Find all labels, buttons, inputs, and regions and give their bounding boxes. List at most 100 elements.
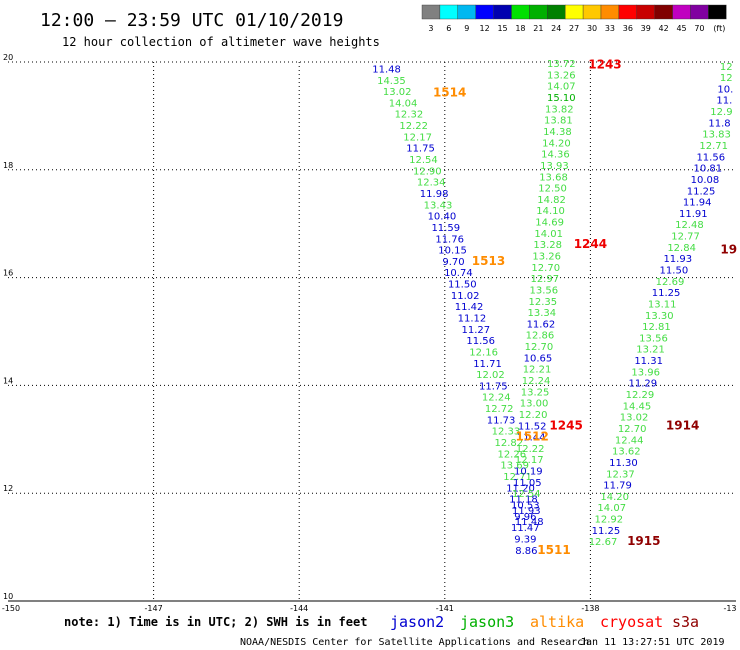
wave-height-value: 13.56 bbox=[639, 333, 668, 344]
legend-label: (ft) bbox=[713, 24, 725, 33]
wave-height-value: 10.81 bbox=[694, 164, 723, 175]
wave-height-value: 8.86 bbox=[515, 546, 537, 557]
wave-height-value: 13.72 bbox=[547, 59, 576, 70]
wave-height-value: 12.17 bbox=[515, 455, 544, 466]
wave-height-value: 13.28 bbox=[533, 240, 562, 251]
wave-height-value: 11.25 bbox=[687, 186, 716, 197]
wave-height-value: 13.43 bbox=[424, 200, 453, 211]
legend-label: 39 bbox=[641, 24, 651, 33]
legend-label: 70 bbox=[694, 24, 704, 33]
legend-label: 18 bbox=[515, 24, 525, 33]
wave-height-value: 11.05 bbox=[513, 478, 542, 489]
wave-height-value: 14.20 bbox=[542, 138, 571, 149]
legend-swatch bbox=[421, 4, 441, 20]
wave-height-value: 12.22 bbox=[516, 444, 545, 455]
wave-height-value: 13.62 bbox=[612, 447, 641, 458]
wave-height-value: 11.62 bbox=[527, 319, 556, 330]
map-title: 12:00 – 23:59 UTC 01/10/2019 bbox=[40, 10, 343, 31]
legend-label: 24 bbox=[551, 24, 561, 33]
wave-height-value: 14.69 bbox=[535, 218, 564, 229]
wave-height-value: 13.30 bbox=[645, 311, 674, 322]
wave-height-value: 12 bbox=[720, 73, 733, 84]
wave-height-value: 11.93 bbox=[663, 254, 692, 265]
wave-height-value: 9.70 bbox=[442, 257, 464, 268]
wave-height-value: 11.02 bbox=[451, 291, 480, 302]
legend-swatch bbox=[708, 4, 727, 20]
map-grid bbox=[8, 61, 736, 602]
wave-height-value: 14.07 bbox=[597, 503, 626, 514]
wave-height-value: 12.67 bbox=[589, 537, 618, 548]
wave-height-value: 13.11 bbox=[648, 299, 677, 310]
wave-height-value: 12.34 bbox=[417, 178, 446, 189]
pass-time-label: 1914 bbox=[666, 418, 699, 432]
wave-height-value: 11.94 bbox=[683, 198, 712, 209]
wave-height-value: 14.20 bbox=[600, 492, 629, 503]
wave-height-value: 14.38 bbox=[543, 127, 572, 138]
wave-height-value: 10.15 bbox=[438, 246, 467, 257]
satellite-jason3-label: jason3 bbox=[460, 613, 514, 631]
wave-height-value: 11.91 bbox=[679, 209, 708, 220]
wave-height-value: 12.16 bbox=[469, 347, 498, 358]
wave-height-value: 13.21 bbox=[636, 345, 665, 356]
wave-height-value: 14.36 bbox=[541, 150, 570, 161]
wave-height-value: 11.56 bbox=[466, 336, 495, 347]
latitude-label: 12 bbox=[3, 484, 13, 493]
latitude-label: 18 bbox=[3, 161, 13, 170]
wave-height-value: 12.97 bbox=[530, 274, 559, 285]
footer-source: NOAA/NESDIS Center for Satellite Applica… bbox=[240, 637, 589, 648]
legend-label: 9 bbox=[464, 24, 469, 33]
wave-height-value: 10.19 bbox=[514, 467, 543, 478]
legend-label: 12 bbox=[480, 24, 490, 33]
wave-height-value: 12.70 bbox=[525, 342, 554, 353]
wave-height-value: 11.73 bbox=[487, 415, 516, 426]
wave-height-value: 13.96 bbox=[631, 367, 660, 378]
wave-height-value: 12.54 bbox=[409, 155, 438, 166]
wave-height-value: 11.42 bbox=[455, 302, 484, 313]
legend-swatch bbox=[636, 4, 655, 20]
wave-height-value: 11.98 bbox=[420, 189, 449, 200]
wave-height-value: 14.04 bbox=[389, 98, 418, 109]
satellite-s3a-label: s3a bbox=[672, 613, 699, 631]
wave-height-value: 12.17 bbox=[403, 132, 432, 143]
wave-height-value: 11.44 bbox=[517, 433, 546, 444]
wave-height-value: 11.27 bbox=[462, 325, 491, 336]
wave-height-value: 13.26 bbox=[532, 252, 561, 263]
wave-height-value: 15.10 bbox=[547, 93, 576, 104]
longitude-label: -141 bbox=[436, 604, 454, 613]
longitude-label: -147 bbox=[145, 604, 163, 613]
wave-height-value: 12.29 bbox=[626, 390, 655, 401]
wave-height-observations: 11.4814.3513.0214.0412.3212.2212.1711.75… bbox=[372, 59, 733, 557]
latitude-label: 16 bbox=[3, 269, 13, 278]
wave-height-value: 12.35 bbox=[529, 297, 558, 308]
legend-label: 3 bbox=[428, 24, 433, 33]
wave-height-value: 12.20 bbox=[519, 410, 548, 421]
wave-height-value: 14.82 bbox=[537, 195, 566, 206]
wave-height-value: 11.76 bbox=[435, 234, 464, 245]
wave-height-value: 10.08 bbox=[691, 175, 720, 186]
wave-height-value: 9.96 bbox=[514, 512, 536, 523]
pass-time-label: 1245 bbox=[549, 418, 582, 432]
pass-time-label: 1243 bbox=[588, 58, 621, 72]
wave-height-value: 12.54 bbox=[512, 489, 541, 500]
legend-swatch bbox=[439, 4, 458, 20]
wave-height-value: 13.25 bbox=[521, 387, 550, 398]
wave-height-value: 13.02 bbox=[383, 87, 412, 98]
satellite-cryosat-label: cryosat bbox=[600, 613, 663, 631]
wave-height-value: 11.93 bbox=[512, 506, 541, 517]
wave-height-value: 11.79 bbox=[603, 481, 632, 492]
wave-height-value: 14.01 bbox=[534, 229, 563, 240]
wave-height-value: 12.37 bbox=[606, 469, 635, 480]
wave-height-value: 12 bbox=[720, 62, 733, 73]
legend-label: 45 bbox=[676, 24, 686, 33]
wave-height-value: 12.84 bbox=[667, 243, 696, 254]
legend-label: 27 bbox=[569, 24, 579, 33]
wave-height-value: 14.35 bbox=[377, 76, 406, 87]
wave-height-value: 12.9 bbox=[710, 107, 732, 118]
wave-height-value: 11.25 bbox=[652, 288, 681, 299]
axis-labels: -150 -147 -144 -141 -138 -13 20 18 16 14 12 10 bbox=[2, 53, 737, 613]
legend-swatch bbox=[565, 4, 584, 20]
pass-time-label: 1512 bbox=[515, 430, 548, 444]
pass-time-label: 1244 bbox=[574, 237, 607, 251]
wave-height-value: 11.29 bbox=[628, 379, 657, 390]
